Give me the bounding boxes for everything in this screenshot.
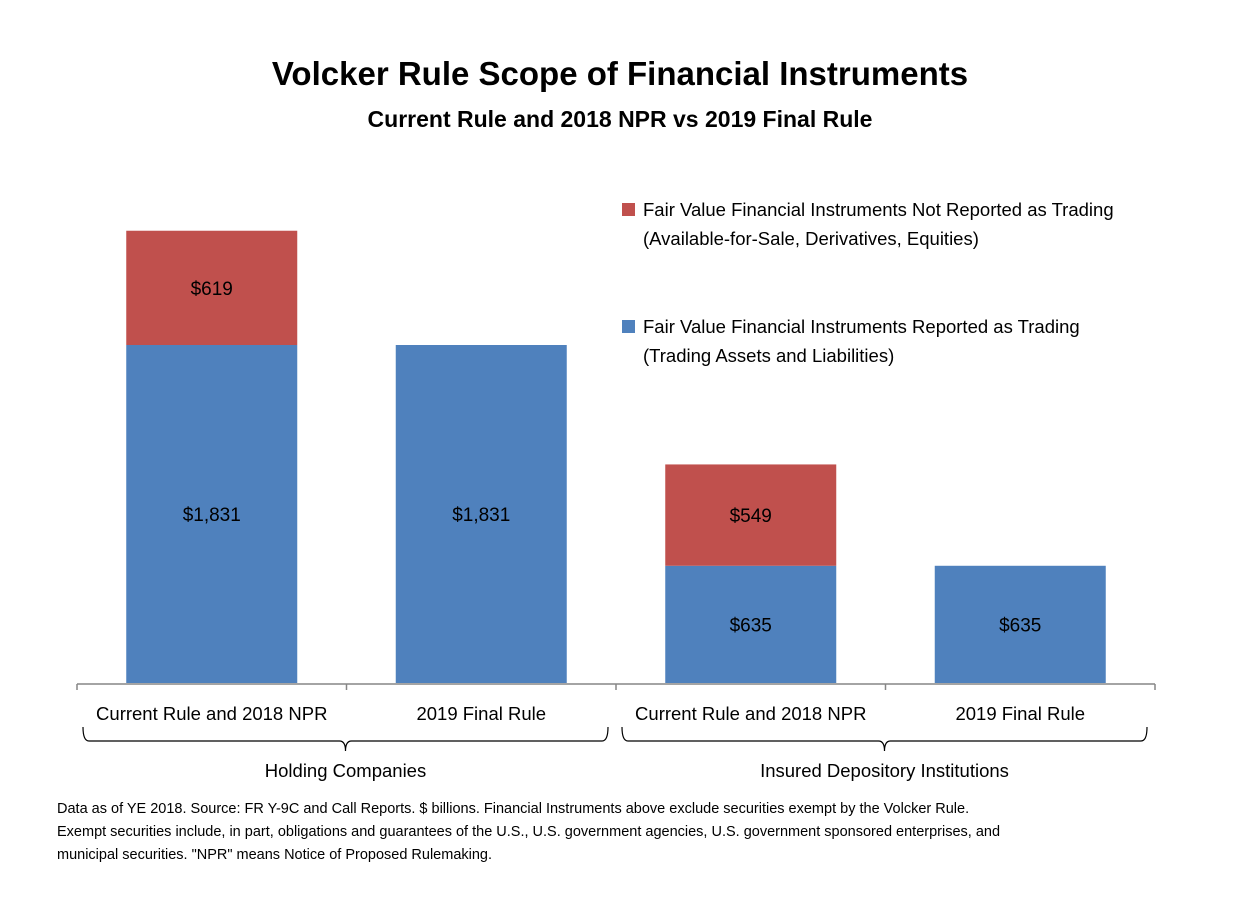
data-label: $635 bbox=[730, 615, 772, 636]
footnote-line: Data as of YE 2018. Source: FR Y-9C and … bbox=[57, 801, 970, 817]
data-label: $635 bbox=[999, 615, 1041, 636]
bar-segment bbox=[934, 565, 1106, 683]
data-label: $549 bbox=[730, 506, 772, 527]
legend-label-detail: (Available-for-Sale, Derivatives, Equiti… bbox=[643, 228, 979, 249]
legend-label-detail: (Trading Assets and Liabilities) bbox=[643, 345, 894, 366]
chart-subtitle: Current Rule and 2018 NPR vs 2019 Final … bbox=[367, 106, 873, 132]
category-label: Current Rule and 2018 NPR bbox=[96, 703, 327, 724]
footnote: Data as of YE 2018. Source: FR Y-9C and … bbox=[57, 798, 1207, 867]
bar-segment bbox=[665, 464, 837, 566]
bar-segment bbox=[665, 565, 837, 683]
legend-label: Fair Value Financial Instruments Reporte… bbox=[643, 316, 1080, 337]
legend-label: Fair Value Financial Instruments Not Rep… bbox=[643, 199, 1114, 220]
group-brace bbox=[82, 726, 609, 752]
data-label: $619 bbox=[191, 279, 233, 300]
group-brace bbox=[621, 726, 1148, 752]
category-label: Current Rule and 2018 NPR bbox=[635, 703, 866, 724]
category-label: 2019 Final Rule bbox=[955, 703, 1085, 724]
bar-segment bbox=[395, 345, 567, 683]
legend-swatch bbox=[622, 203, 635, 216]
chart-title: Volcker Rule Scope of Financial Instrume… bbox=[271, 55, 969, 92]
bar-segment bbox=[126, 345, 298, 683]
data-label: $1,831 bbox=[452, 505, 510, 526]
data-label: $1,831 bbox=[183, 505, 241, 526]
group-label: Insured Depository Institutions bbox=[760, 760, 1009, 781]
footnote-line: Exempt securities include, in part, obli… bbox=[57, 824, 1001, 840]
category-label: 2019 Final Rule bbox=[416, 703, 546, 724]
group-label: Holding Companies bbox=[265, 760, 426, 781]
footnote-line: municipal securities. "NPR" means Notice… bbox=[57, 847, 493, 863]
legend-swatch bbox=[622, 320, 635, 333]
bar-segment bbox=[126, 230, 298, 345]
